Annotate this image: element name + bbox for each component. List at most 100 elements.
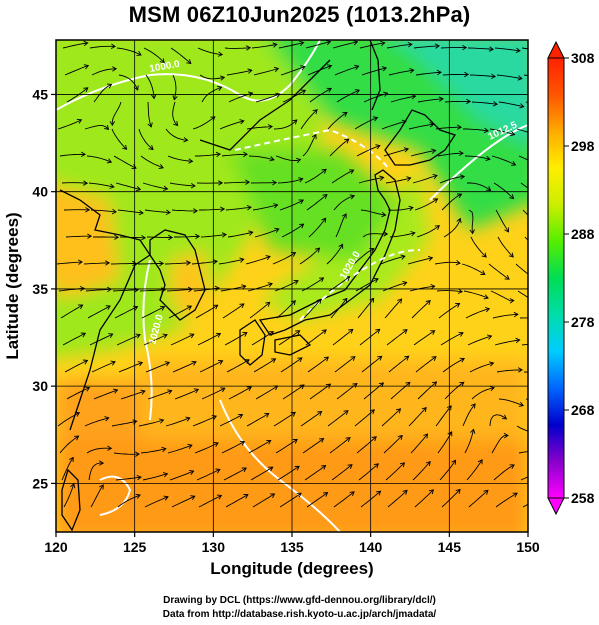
coastline-korea bbox=[149, 229, 206, 321]
streamline-151 bbox=[281, 223, 304, 238]
streamline-arrow-58 bbox=[158, 164, 164, 170]
streamline-172 bbox=[303, 299, 322, 319]
streamline-arrow-109 bbox=[247, 68, 253, 74]
streamline-56 bbox=[147, 101, 152, 128]
field-north-cyan bbox=[393, 40, 528, 144]
streamline-159 bbox=[275, 439, 298, 454]
streamline-68 bbox=[138, 419, 164, 427]
streamline-arrow-169 bbox=[321, 217, 327, 223]
streamline-arrow-159 bbox=[292, 438, 298, 444]
streamline-arrow-266 bbox=[446, 405, 452, 411]
streamline-118 bbox=[222, 303, 245, 319]
streamline-63 bbox=[139, 289, 166, 292]
streamline-169 bbox=[308, 217, 327, 238]
streamline-arrow-173 bbox=[321, 329, 327, 335]
streamline-221 bbox=[385, 177, 411, 184]
streamline-137 bbox=[251, 331, 274, 346]
streamline-arrow-2 bbox=[83, 87, 89, 93]
streamline-arrow-18 bbox=[110, 43, 116, 49]
streamline-arrow-180 bbox=[353, 40, 359, 46]
streamline-arrow-135 bbox=[267, 282, 273, 288]
streamline-309 bbox=[516, 128, 528, 133]
streamline-arrow-140 bbox=[264, 412, 270, 418]
streamline-94 bbox=[195, 153, 221, 157]
streamline-305 bbox=[495, 492, 518, 508]
streamline-284 bbox=[462, 403, 476, 427]
streamline-arrow-57 bbox=[148, 145, 154, 151]
streamline-102 bbox=[199, 360, 223, 373]
streamline-arrow-190 bbox=[342, 297, 348, 303]
streamline-19 bbox=[91, 68, 117, 76]
streamline-arrow-293 bbox=[509, 194, 515, 200]
streamline-arrow-83 bbox=[189, 333, 195, 339]
streamline-arrow-6 bbox=[85, 207, 91, 213]
streamline-arrow-154 bbox=[290, 300, 296, 306]
streamline-arrow-198 bbox=[380, 40, 386, 47]
streamline-arrow-76 bbox=[188, 158, 194, 164]
streamline-arrow-258 bbox=[456, 193, 463, 199]
streamline-278 bbox=[461, 263, 486, 275]
streamline-281 bbox=[467, 335, 492, 346]
streamline-107 bbox=[198, 495, 222, 508]
colorbar-body bbox=[547, 57, 565, 499]
isobars bbox=[56, 40, 528, 532]
streamline-arrow-261 bbox=[457, 288, 463, 294]
streamline-arrow-0 bbox=[83, 40, 89, 47]
streamline-92 bbox=[201, 86, 222, 103]
streamline-288 bbox=[494, 47, 521, 52]
streamline-arrow-153 bbox=[293, 279, 299, 285]
streamline-211 bbox=[363, 382, 384, 400]
streamline-214 bbox=[358, 463, 379, 481]
streamline-arrow-311 bbox=[537, 194, 542, 198]
streamline-arrow-72 bbox=[186, 59, 192, 65]
streamline-arrow-268 bbox=[451, 459, 457, 465]
streamline-arrow-110 bbox=[247, 91, 254, 97]
streamline-arrow-116 bbox=[239, 257, 245, 263]
streamline-arrow-196 bbox=[347, 464, 353, 470]
streamline-arrow-172 bbox=[316, 298, 322, 304]
streamline-arrow-224 bbox=[400, 254, 406, 260]
streamline-216 bbox=[386, 43, 412, 49]
streamline-133 bbox=[254, 228, 279, 238]
streamline-1 bbox=[64, 65, 89, 76]
streamline-145 bbox=[280, 66, 305, 76]
streamline-195 bbox=[329, 437, 351, 454]
streamline-46 bbox=[114, 306, 138, 319]
y-axis-title: Latitude (degrees) bbox=[3, 212, 22, 359]
streamline-203 bbox=[358, 176, 384, 184]
streamline-302 bbox=[489, 414, 507, 427]
streamline-303 bbox=[491, 434, 509, 454]
streamline-241 bbox=[416, 225, 440, 238]
streamline-arrow-32 bbox=[104, 416, 110, 422]
streamline-arrow-210 bbox=[377, 355, 383, 361]
streamline-248 bbox=[408, 407, 427, 427]
streamline-78 bbox=[171, 209, 198, 212]
streamline-105 bbox=[194, 442, 219, 454]
streamline-28 bbox=[87, 305, 111, 319]
coastline-sakhalin bbox=[369, 40, 381, 111]
streamline-177 bbox=[302, 438, 324, 454]
streamline-arrow-201 bbox=[372, 116, 379, 122]
streamline-arrow-183 bbox=[342, 112, 348, 117]
streamline-135 bbox=[247, 283, 273, 292]
streamline-arrow-216 bbox=[407, 41, 413, 48]
streamline-279 bbox=[463, 290, 489, 299]
streamline-320 bbox=[516, 425, 528, 432]
streamline-arrow-66 bbox=[164, 361, 171, 367]
streamline-arrow-90 bbox=[217, 51, 224, 57]
streamline-178 bbox=[304, 465, 326, 481]
streamline-11 bbox=[62, 332, 86, 346]
streamline-arrow-11 bbox=[80, 332, 87, 338]
streamline-arrow-209 bbox=[375, 328, 381, 334]
streamline-255 bbox=[435, 126, 462, 130]
streamline-arrow-99 bbox=[214, 285, 220, 292]
streamline-227 bbox=[386, 329, 408, 346]
streamline-198 bbox=[359, 42, 385, 49]
isobar-label-1: 1000.0 bbox=[149, 59, 181, 75]
streamline-arrow-243 bbox=[430, 283, 436, 290]
streamline-arrow-34 bbox=[99, 460, 105, 466]
streamline-280 bbox=[465, 308, 490, 319]
streamline-arrow-212 bbox=[369, 409, 375, 415]
streamline-arrow-170 bbox=[314, 247, 321, 253]
streamline-283 bbox=[471, 387, 495, 400]
